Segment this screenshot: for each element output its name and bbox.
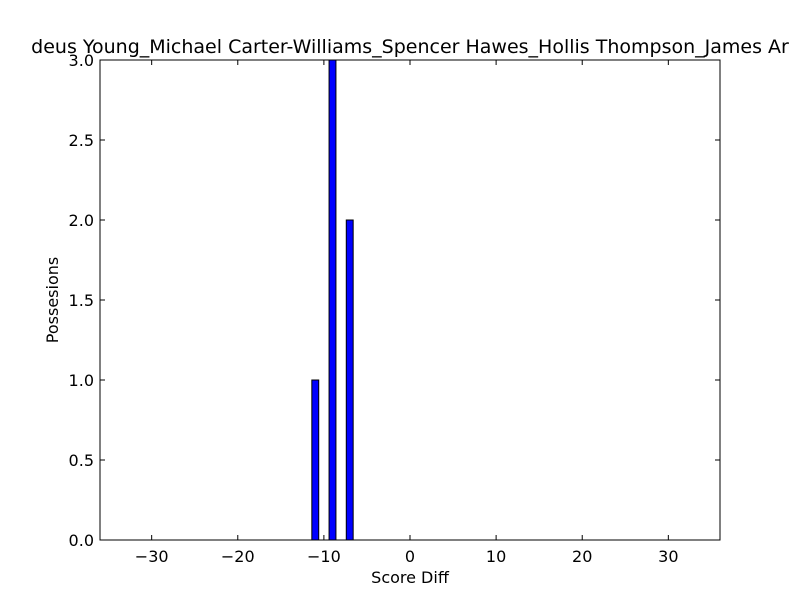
x-axis-ticks: −30 −20 −10 0 10 20 30 bbox=[135, 60, 679, 566]
x-tick-label: −10 bbox=[307, 547, 341, 566]
bars-layer bbox=[311, 59, 354, 541]
y-tick-label: 2.0 bbox=[69, 211, 94, 230]
x-axis-label: Score Diff bbox=[371, 568, 450, 587]
x-tick-label: 30 bbox=[658, 547, 678, 566]
y-tick-label: 3.0 bbox=[69, 51, 94, 70]
chart-title: deus Young_Michael Carter-Williams_Spenc… bbox=[31, 36, 789, 58]
plot-frame bbox=[99, 59, 721, 541]
y-axis-label: Possesions bbox=[43, 257, 62, 343]
x-tick-label: −30 bbox=[135, 547, 169, 566]
x-tick-label: −20 bbox=[221, 547, 255, 566]
y-tick-label: 0.5 bbox=[69, 451, 94, 470]
y-tick-label: 1.5 bbox=[69, 291, 94, 310]
y-tick-label: 1.0 bbox=[69, 371, 94, 390]
y-axis-ticks: 0.0 0.5 1.0 1.5 2.0 2.5 3.0 bbox=[69, 51, 720, 550]
y-tick-label: 2.5 bbox=[69, 131, 94, 150]
bar-0 bbox=[311, 379, 320, 541]
x-tick-label: 0 bbox=[405, 547, 415, 566]
x-tick-label: 20 bbox=[572, 547, 592, 566]
bar-1 bbox=[328, 59, 337, 541]
x-tick-label: 10 bbox=[486, 547, 506, 566]
y-tick-label: 0.0 bbox=[69, 531, 94, 550]
bar-2 bbox=[345, 219, 354, 541]
